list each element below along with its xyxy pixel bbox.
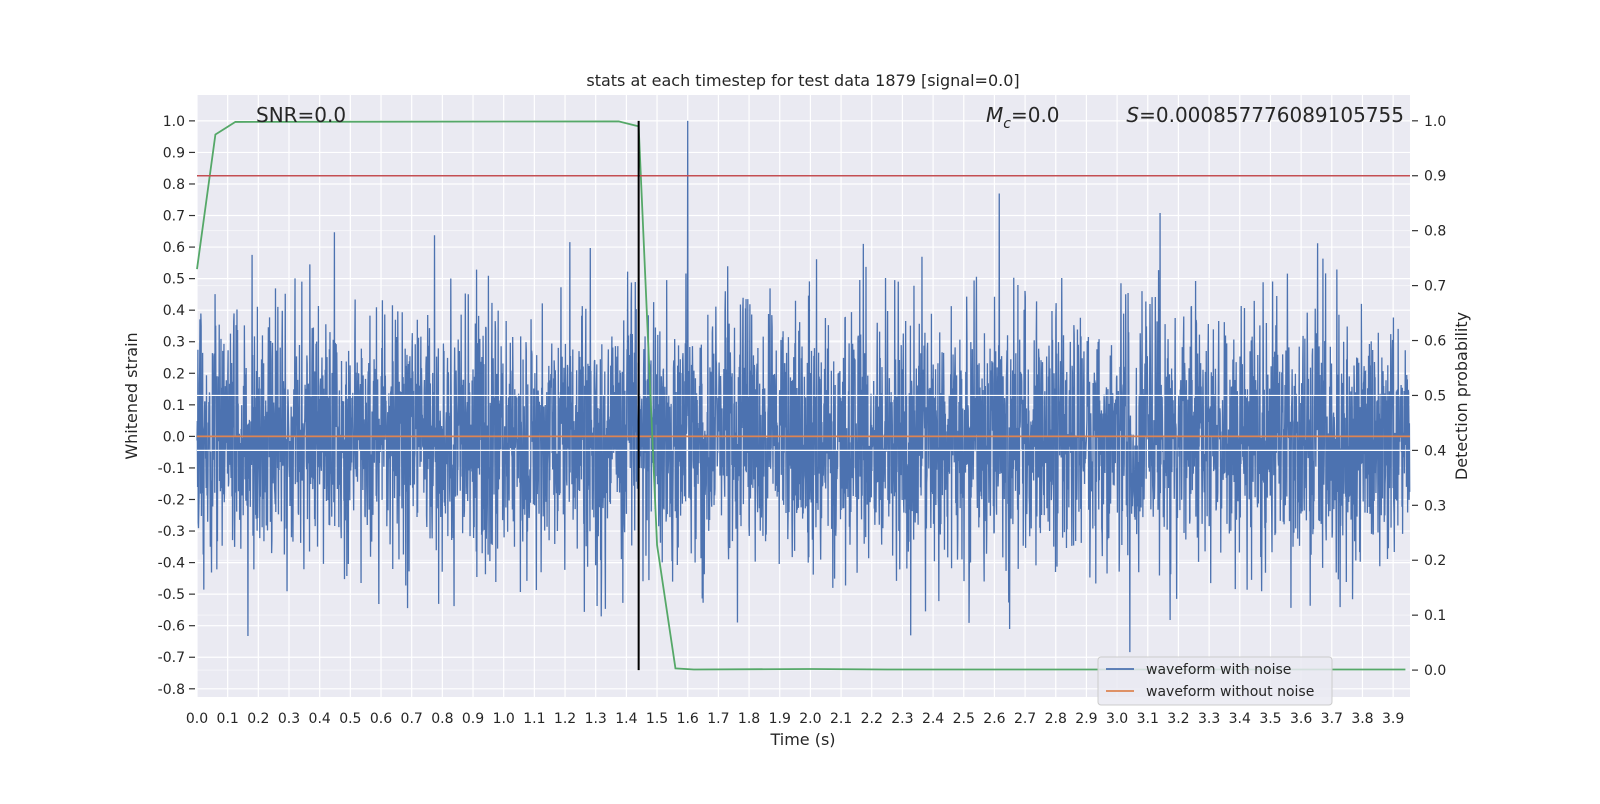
- y-right-tick-label: 0.2: [1424, 553, 1446, 569]
- x-tick-label: 2.0: [799, 711, 821, 727]
- y-tick-label: -0.5: [158, 587, 185, 603]
- x-tick-label: 2.8: [1045, 711, 1067, 727]
- s-annotation: S=0.000857776089105755: [1126, 103, 1404, 127]
- legend-label-clean: waveform without noise: [1146, 684, 1314, 700]
- x-tick-label: 1.3: [585, 711, 607, 727]
- x-tick-label: 3.9: [1382, 711, 1404, 727]
- y-right-tick-label: 0.6: [1424, 334, 1446, 350]
- x-tick-label: 2.9: [1075, 711, 1097, 727]
- x-tick-label: 3.3: [1198, 711, 1220, 727]
- plot-area: [196, 120, 1411, 671]
- x-tick-label: 2.7: [1014, 711, 1036, 727]
- y-right-tick-label: 0.7: [1424, 279, 1446, 295]
- x-tick-label: 1.2: [554, 711, 576, 727]
- x-tick-label: 2.3: [891, 711, 913, 727]
- x-tick-label: 1.6: [677, 711, 699, 727]
- x-tick-label: 1.7: [707, 711, 729, 727]
- y-tick-label: -0.7: [158, 650, 185, 666]
- y-right-tick-label: 0.3: [1424, 498, 1446, 514]
- x-tick-label: 2.6: [983, 711, 1005, 727]
- y-right-tick-label: 1.0: [1424, 114, 1446, 130]
- x-tick-label: 0.4: [309, 711, 331, 727]
- y-right-tick-label: 0.8: [1424, 224, 1446, 240]
- x-tick-label: 3.5: [1259, 711, 1281, 727]
- detection-probability-line: [196, 120, 1406, 671]
- x-tick-label: 1.5: [646, 711, 668, 727]
- y-tick-label: 0.1: [163, 398, 185, 414]
- x-tick-label: 3.7: [1321, 711, 1343, 727]
- x-tick-label: 3.2: [1167, 711, 1189, 727]
- legend: waveform with noise waveform without noi…: [1097, 656, 1333, 706]
- x-tick-label: 0.8: [431, 711, 453, 727]
- y-tick-label: -0.4: [158, 556, 185, 572]
- x-tick-label: 3.0: [1106, 711, 1128, 727]
- y-tick-label: -0.3: [158, 524, 185, 540]
- chart-title: stats at each timestep for test data 187…: [586, 71, 1019, 90]
- x-tick-label: 0.6: [370, 711, 392, 727]
- y-tick-label: 1.0: [163, 114, 185, 130]
- y-tick-label: 0.2: [163, 366, 185, 382]
- x-tick-label: 1.9: [769, 711, 791, 727]
- y-tick-label: -0.8: [158, 682, 185, 698]
- y-tick-label: 0.5: [163, 272, 185, 288]
- snr-annotation: SNR=0.0: [256, 103, 346, 127]
- x-tick-label: 3.1: [1137, 711, 1159, 727]
- y-right-tick-label: 0.9: [1424, 169, 1446, 185]
- x-tick-label: 0.2: [247, 711, 269, 727]
- x-tick-label: 1.1: [523, 711, 545, 727]
- y-right-tick-label: 0.4: [1424, 443, 1446, 459]
- axes: 0.0 0.1 0.2 0.3 0.4 0.5 0.6 0.7 0.8 0.9 1.0 1.1 1.2 1…: [158, 114, 1447, 727]
- y-axis-label: Whitened strain: [122, 332, 141, 459]
- x-tick-label: 1.0: [493, 711, 515, 727]
- y-right-tick-label: 0.5: [1424, 388, 1446, 404]
- x-tick-label: 0.9: [462, 711, 484, 727]
- waveform-with-noise-line: [196, 120, 1411, 653]
- y-tick-label: -0.2: [158, 492, 185, 508]
- y-tick-label: 0.9: [163, 145, 185, 161]
- x-tick-label: 2.4: [922, 711, 944, 727]
- x-tick-label: 2.1: [830, 711, 852, 727]
- x-tick-label: 3.4: [1229, 711, 1251, 727]
- x-tick-label: 1.4: [615, 711, 637, 727]
- x-tick-label: 0.3: [278, 711, 300, 727]
- mc-annotation: Mc=0.0: [986, 103, 1060, 132]
- x-tick-label: 0.7: [401, 711, 423, 727]
- y-tick-label: 0.8: [163, 177, 185, 193]
- x-tick-label: 1.8: [738, 711, 760, 727]
- y-tick-label: 0.6: [163, 240, 185, 256]
- y-tick-label: 0.7: [163, 209, 185, 225]
- x-tick-label: 2.2: [861, 711, 883, 727]
- x-tick-label: 0.0: [186, 711, 208, 727]
- x-tick-label: 3.8: [1351, 711, 1373, 727]
- x-tick-label: 2.5: [953, 711, 975, 727]
- y-tick-label: -0.6: [158, 619, 185, 635]
- y-axis-right-label: Detection probability: [1452, 312, 1471, 480]
- y-right-tick-label: 0.0: [1424, 663, 1446, 679]
- x-tick-label: 0.1: [217, 711, 239, 727]
- y-tick-label: 0.3: [163, 335, 185, 351]
- x-tick-label: 0.5: [339, 711, 361, 727]
- legend-label-noise: waveform with noise: [1146, 662, 1291, 678]
- y-right-tick-label: 0.1: [1424, 608, 1446, 624]
- y-tick-label: 0.4: [163, 303, 185, 319]
- x-tick-label: 3.6: [1290, 711, 1312, 727]
- y-tick-label: 0.0: [163, 429, 185, 445]
- x-axis-label: Time (s): [769, 730, 835, 749]
- y-tick-label: -0.1: [158, 461, 185, 477]
